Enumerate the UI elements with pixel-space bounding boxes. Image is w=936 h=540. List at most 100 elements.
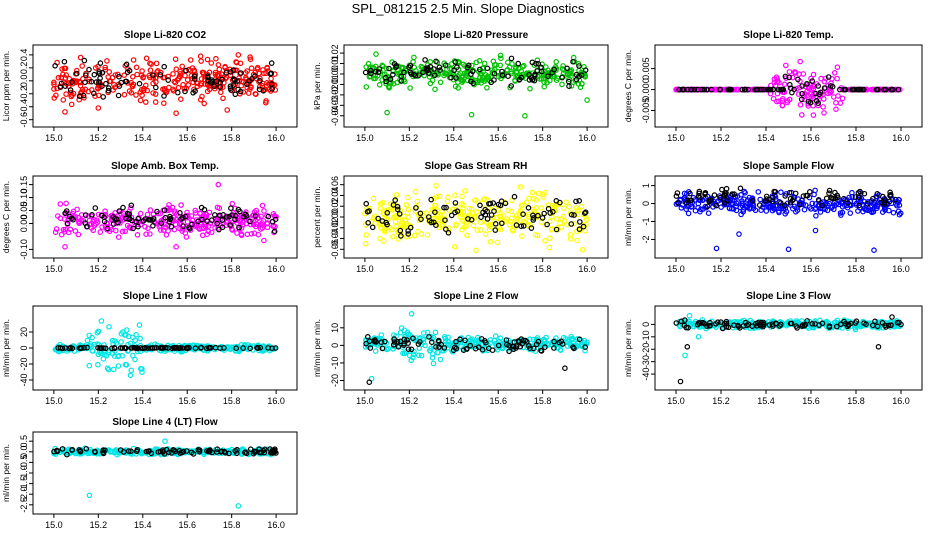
data-point [833,323,840,330]
y-tick-label: 0.4 [19,49,29,62]
data-point [741,196,747,203]
data-point [69,79,75,85]
data-point [731,191,738,197]
data-point [529,189,536,196]
data-point [492,227,499,233]
data-point [779,102,786,109]
data-point [58,80,65,87]
data-point [819,320,826,327]
data-point [799,83,805,89]
data-point [199,232,206,239]
data-point [382,338,388,345]
data-point [393,192,400,198]
data-point [206,209,213,216]
data-point [147,60,153,67]
x-tick-label: 15.2 [401,133,419,143]
data-point [177,345,184,351]
data-point [375,215,382,222]
data-point [121,72,128,79]
data-point [158,69,164,76]
x-tick-label: 16.0 [267,520,285,530]
data-point [109,74,116,81]
data-point [472,197,479,204]
data-point [254,64,261,71]
y-axis-label: ml/min per min. [623,188,633,246]
plot-frame [343,305,609,391]
data-point [795,76,801,83]
data-point [696,188,703,195]
data-point [101,214,107,221]
data-point [243,450,250,457]
data-point [115,92,122,99]
data-point [809,320,816,327]
data-point [182,88,188,95]
data-point [776,323,783,329]
data-point [685,210,692,217]
data-point [797,58,804,65]
data-point [792,209,799,215]
data-point [535,338,542,345]
data-point [789,74,796,81]
data-point [698,86,705,93]
data-point [268,60,275,66]
data-point [259,225,266,231]
chart-title: Slope Line 2 Flow [434,291,519,302]
data-point [812,321,818,327]
data-point [493,341,499,348]
data-point [232,213,239,219]
data-point [745,86,751,93]
data-point [519,233,525,239]
data-point [863,321,869,328]
data-point [240,345,247,351]
data-point [200,69,207,76]
data-point [86,362,93,369]
data-point [465,216,471,222]
data-point [812,201,819,207]
data-point [833,106,839,113]
data-point [506,221,513,228]
data-point [227,72,234,79]
data-point [186,226,193,232]
data-point [197,96,204,103]
data-point [248,65,255,72]
y-tick-label: -2 [641,235,651,243]
chart-line4: Slope Line 4 (LT) Flow 15.0 15.2 15.4 15.6 15… [1,417,298,530]
data-point [872,318,878,325]
data-point [363,200,370,207]
data-point [199,93,205,100]
y-tick-label: -0.02 [330,85,340,106]
data-point [459,217,466,224]
data-point [228,87,234,93]
data-point [820,104,826,110]
data-point [826,323,833,329]
data-point [90,348,96,354]
data-point [142,223,148,230]
data-point [259,83,266,89]
data-point [94,329,101,336]
y-tick-label: -40 [641,368,651,381]
data-point [740,209,747,215]
data-point [541,79,547,86]
data-point [581,210,588,217]
data-point [452,222,459,229]
data-point [136,322,143,328]
data-point [247,56,254,63]
points-rh [362,183,590,254]
data-point [786,96,793,103]
x-tick-label: 15.6 [489,396,507,406]
data-point [247,446,254,453]
outlier-point [224,107,231,113]
data-point [557,199,563,206]
outlier-point [522,113,528,119]
points-amb_temp [52,181,279,250]
data-point [91,71,98,78]
data-point [421,336,427,342]
data-point [68,101,75,108]
data-point [702,190,709,196]
data-point [249,76,255,82]
data-point [62,83,68,89]
data-point [92,448,98,455]
data-point [831,70,838,76]
data-point [508,55,515,62]
data-point [825,74,832,80]
